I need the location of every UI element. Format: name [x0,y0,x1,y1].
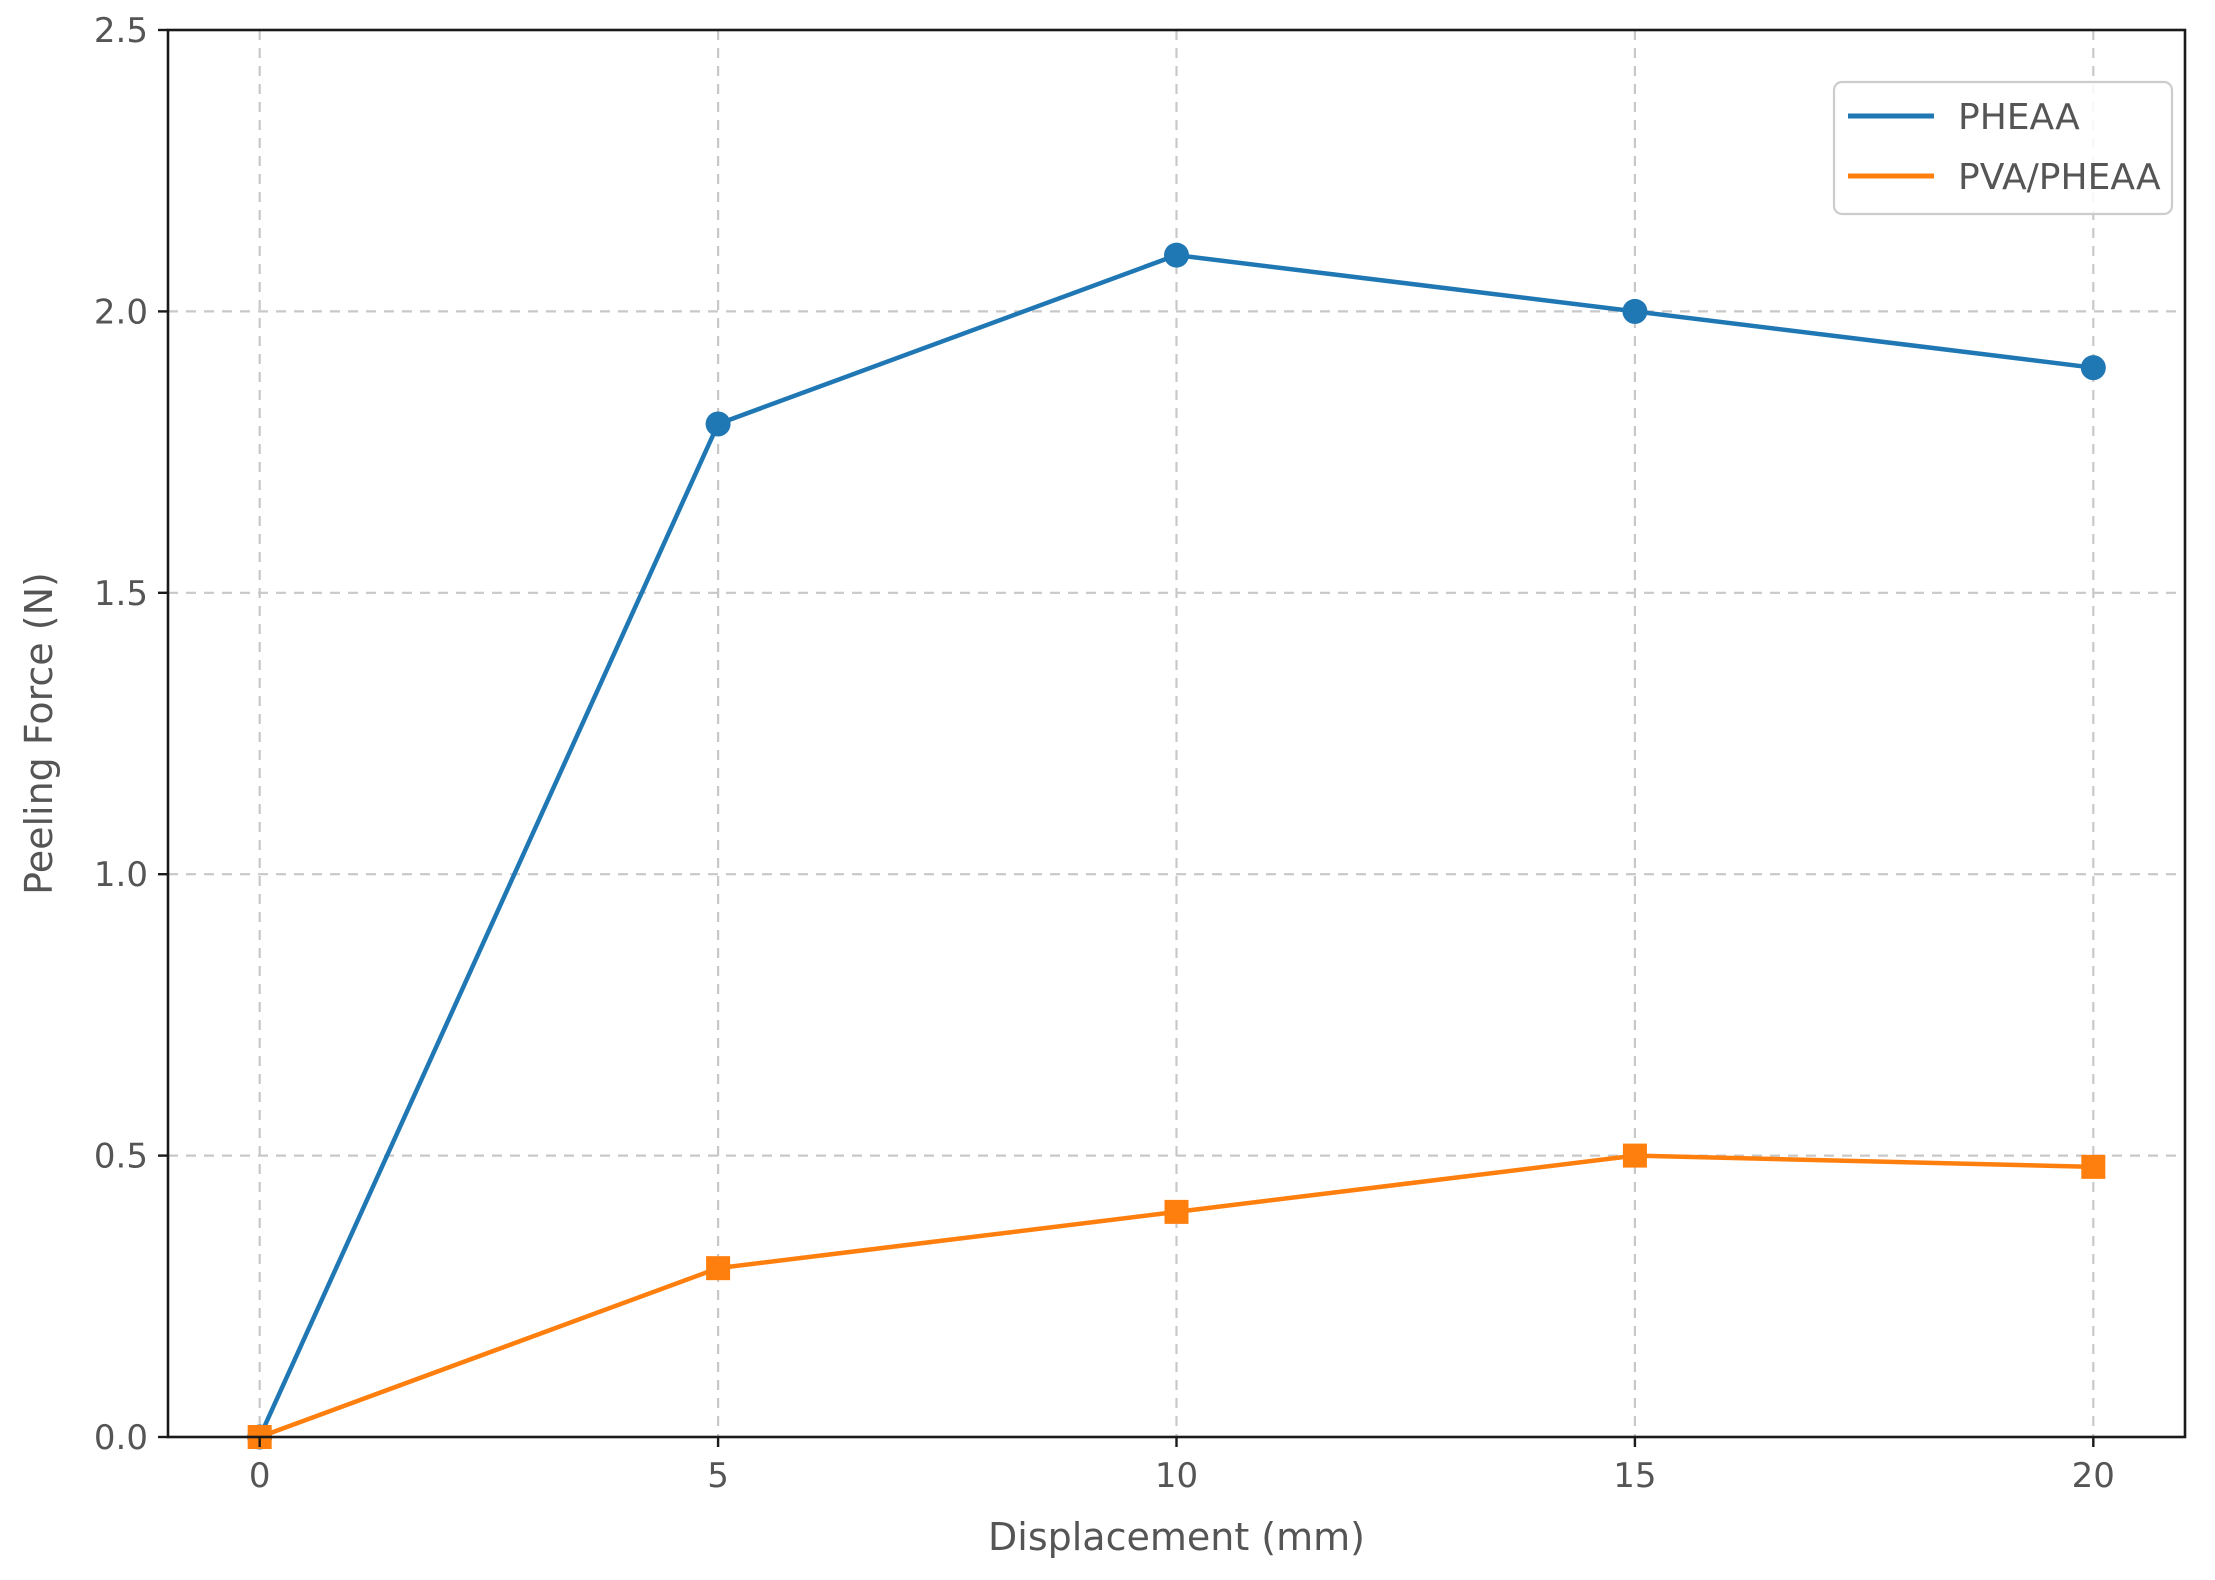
series-marker-square [1622,1143,1647,1168]
grid [168,30,2185,1437]
series-marker-circle [2080,355,2106,381]
y-tick-label: 2.5 [94,11,148,51]
x-tick-label: 20 [2072,1456,2115,1496]
legend-label: PVA/PHEAA [1958,157,2161,198]
x-tick-label: 5 [707,1456,729,1496]
series-marker-circle [1164,242,1189,268]
series-marker-square [1164,1199,1189,1224]
series-marker-square [706,1256,731,1281]
y-axis-label: Peeling Force (N) [17,572,61,895]
legend-label: PHEAA [1958,97,2080,138]
x-tick-label: 0 [249,1456,271,1496]
axis-ticks: 0 5 10 15 20 0.0 0.5 1.0 1.5 2.0 2.5 [94,11,2115,1496]
y-tick-label: 0.0 [94,1418,148,1458]
y-tick-label: 1.5 [94,574,148,614]
x-tick-label: 15 [1613,1456,1656,1496]
legend: PHEAA PVA/PHEAA [1832,80,2174,216]
y-tick-label: 1.0 [94,855,148,895]
series-marker-circle [1622,298,1648,324]
series-marker-square [2081,1154,2106,1179]
y-tick-label: 2.0 [94,292,148,332]
y-tick-label: 0.5 [94,1137,148,1177]
x-tick-label: 10 [1155,1456,1198,1496]
series-marker-circle [705,411,731,437]
series-layer [247,242,2106,1450]
x-axis-label: Displacement (mm) [988,1515,1365,1559]
